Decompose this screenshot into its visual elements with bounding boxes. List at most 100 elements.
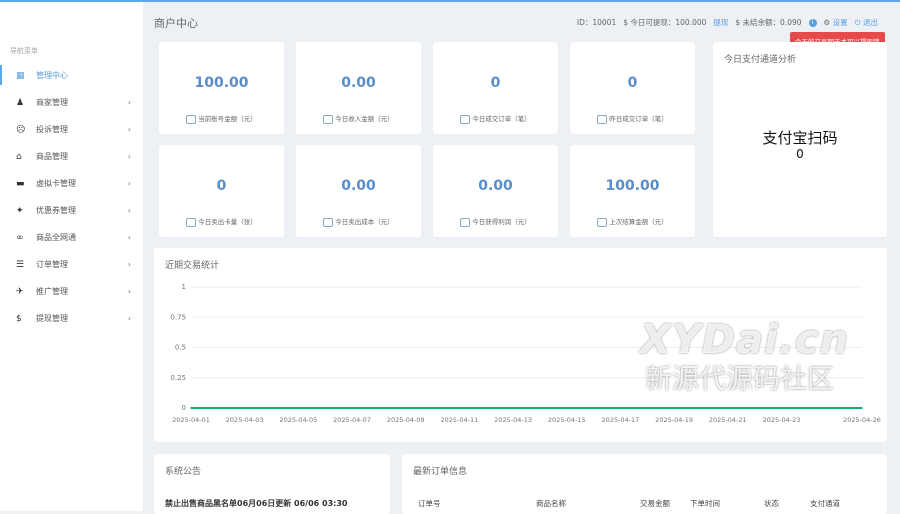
- x-tick-label: 2025-04-17: [602, 416, 640, 424]
- sidebar-item-0[interactable]: ▦ 管理中心: [0, 62, 143, 89]
- sidebar-item-2[interactable]: ☹ 投诉管理 ›: [0, 116, 143, 143]
- channel-card: 今日支付通道分析 支付宝扫码 0: [713, 42, 887, 237]
- y-tick-label: 0: [182, 404, 186, 412]
- stat-card: 0.00 今日收入金额（元）: [296, 42, 421, 134]
- data-point: [700, 407, 702, 409]
- stat-value: 0.00: [341, 178, 376, 194]
- y-tick-label: 0.75: [170, 313, 186, 321]
- x-tick-label: 2025-04-26: [843, 416, 881, 424]
- data-point: [485, 407, 488, 409]
- column-header: 交易金额: [640, 499, 670, 508]
- column-header: 支付通道: [810, 499, 840, 508]
- x-tick-label: 2025-04-15: [548, 416, 586, 424]
- chevron-right-icon: ›: [127, 125, 131, 134]
- data-point: [539, 407, 541, 409]
- shop-icon: ⌂: [16, 151, 22, 162]
- data-point: [780, 407, 783, 409]
- x-tick-label: 2025-04-05: [279, 416, 317, 424]
- stat-icon: [186, 217, 197, 227]
- sidebar-item-label: 推广管理: [36, 287, 68, 296]
- stat-label: 今日获得利润（元）: [433, 216, 558, 227]
- power-icon: ⏻: [854, 18, 861, 27]
- stat-label: 今日卖出卡量（张）: [159, 216, 284, 227]
- data-point: [351, 407, 353, 409]
- header: 商户中心 ID：10001 $ 今日可提现：100.000 提现 $ 未结余额：…: [143, 2, 900, 38]
- x-tick-label: 2025-04-07: [333, 416, 371, 424]
- notice-item[interactable]: 禁止出售商品黑名单06月06日更新 06/06 03:30: [165, 499, 348, 508]
- data-point: [217, 407, 219, 409]
- stat-label: 今日收入金额（元）: [296, 113, 421, 124]
- withdraw-link[interactable]: 提现: [713, 18, 729, 27]
- sidebar-item-4[interactable]: ▬ 虚拟卡管理 ›: [0, 170, 143, 197]
- sidebar-item-6[interactable]: ∞ 商品全网通 ›: [0, 224, 143, 251]
- data-point: [297, 407, 300, 409]
- stat-value: 0: [490, 75, 501, 91]
- dollar-icon: $: [16, 313, 22, 324]
- user-icon: ♟: [16, 97, 25, 108]
- x-tick-label: 2025-04-21: [709, 416, 747, 424]
- y-tick-label: 0.25: [170, 374, 186, 382]
- smiley-icon: ☹: [16, 124, 26, 135]
- stat-card: 100.00 当前账号金额（元）: [159, 42, 284, 134]
- y-tick-label: 0.5: [175, 344, 186, 352]
- stat-label: 昨日成交订单（笔）: [570, 113, 695, 124]
- sidebar-item-label: 虚拟卡管理: [36, 179, 76, 188]
- sidebar-item-label: 投诉管理: [36, 125, 68, 134]
- data-point: [646, 407, 649, 409]
- column-header: 下单时间: [690, 499, 720, 508]
- x-tick-label: 2025-04-23: [763, 416, 801, 424]
- data-point: [404, 407, 407, 409]
- sidebar-item-label: 商品管理: [36, 152, 68, 161]
- stat-value: 0: [627, 75, 638, 91]
- data-point: [458, 407, 461, 409]
- coupon-icon: ✦: [16, 205, 24, 216]
- stat-value: 0: [216, 178, 227, 194]
- stat-value: 0.00: [341, 75, 376, 91]
- stat-card: 0 今日卖出卡量（张）: [159, 145, 284, 237]
- sidebar-item-9[interactable]: $ 提现管理 ›: [0, 305, 143, 332]
- sidebar-item-1[interactable]: ♟ 商家管理 ›: [0, 89, 143, 116]
- withdrawable-amount: $ 今日可提现：100.000: [623, 18, 707, 27]
- nav-title: 导航菜单: [10, 47, 38, 55]
- unsettled-balance: $ 未结余额：0.090: [735, 18, 802, 27]
- sidebar-item-label: 管理中心: [36, 71, 68, 80]
- chevron-right-icon: ›: [127, 287, 131, 296]
- stat-card: 0.00 今日获得利润（元）: [433, 145, 558, 237]
- sidebar: 导航菜单 ▦ 管理中心 ♟ 商家管理 › ☹ 投诉管理 › ⌂ 商品管理 › ▬ 虚拟卡管理 › ✦ 优惠券管…: [0, 2, 143, 511]
- data-point: [431, 407, 434, 409]
- stat-label: 今日成交订单（笔）: [433, 113, 558, 124]
- stat-card: 100.00 上次结算金额（元）: [570, 145, 695, 237]
- info-icon[interactable]: i: [808, 18, 817, 27]
- settings-button[interactable]: ⚙ 设置: [823, 18, 848, 27]
- stat-card: 0.00 今日卖出成本（元）: [296, 145, 421, 237]
- sidebar-item-3[interactable]: ⌂ 商品管理 ›: [0, 143, 143, 170]
- data-point: [378, 407, 380, 409]
- sidebar-item-label: 订单管理: [36, 260, 68, 269]
- chevron-right-icon: ›: [127, 314, 131, 323]
- sidebar-item-5[interactable]: ✦ 优惠券管理 ›: [0, 197, 143, 224]
- handshake-icon: ∞: [16, 232, 24, 243]
- page-title: 商户中心: [154, 17, 198, 30]
- stat-label: 当前账号金额（元）: [159, 113, 284, 124]
- data-point: [753, 407, 756, 409]
- watermark-logo: XYDai.cn: [640, 317, 850, 363]
- logout-button[interactable]: ⏻ 退出: [854, 18, 878, 27]
- data-point: [512, 407, 514, 409]
- stat-label: 上次结算金额（元）: [570, 216, 695, 227]
- stat-icon: [186, 114, 197, 124]
- stat-icon: [597, 114, 608, 124]
- sidebar-item-label: 商家管理: [36, 98, 68, 107]
- chart-title: 近期交易统计: [165, 261, 220, 271]
- chevron-right-icon: ›: [127, 179, 131, 188]
- stat-icon: [323, 114, 334, 124]
- watermark-logo-sub: 新源代源码社区: [645, 364, 834, 395]
- stat-icon: [597, 217, 608, 227]
- top-accent-bar: [0, 0, 900, 2]
- sidebar-item-7[interactable]: ☰ 订单管理 ›: [0, 251, 143, 278]
- sidebar-item-8[interactable]: ✈ 推广管理 ›: [0, 278, 143, 305]
- transaction-chart: 1 0.75 0.5 0.25 0 2025-04-01 2025-04-03 2025-04…: [170, 283, 881, 424]
- column-header: 商品名称: [536, 499, 566, 508]
- stat-value: 100.00: [194, 75, 249, 91]
- notice-card: 系统公告 禁止出售商品黑名单06月06日更新 06/06 03:30: [154, 454, 390, 514]
- channel-title: 今日支付通道分析: [724, 55, 797, 65]
